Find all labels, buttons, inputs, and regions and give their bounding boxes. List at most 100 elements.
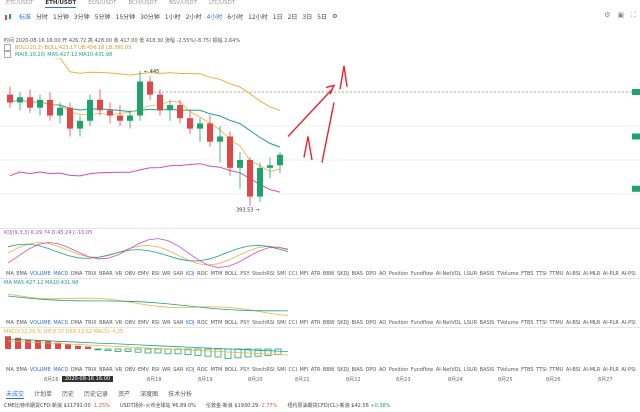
indicator-tab[interactable]: EMA bbox=[16, 367, 28, 373]
interval-standard[interactable]: 标准 bbox=[19, 14, 32, 21]
indicator-tab[interactable]: MACD bbox=[53, 320, 69, 326]
indicator-tab[interactable]: BASIS bbox=[479, 320, 495, 326]
indicator-tab[interactable]: WR bbox=[162, 367, 171, 373]
indicator-tab[interactable]: AI-NetVOL bbox=[435, 271, 462, 277]
interval-1h[interactable]: 1小时 bbox=[164, 14, 181, 21]
tab-plan-orders[interactable]: 计划单 bbox=[34, 391, 53, 398]
indicator-tab[interactable]: BOLL bbox=[224, 367, 238, 373]
indicator-tab[interactable]: TTSI bbox=[536, 271, 547, 277]
indicator-tab[interactable]: LSUR bbox=[463, 271, 478, 277]
indicator-tab[interactable]: AI-PSI bbox=[621, 367, 636, 373]
indicator-tab[interactable]: EMV bbox=[137, 320, 149, 326]
indicator-tab[interactable]: TRIX bbox=[85, 367, 97, 373]
indicator-tab[interactable]: MFI bbox=[299, 320, 309, 326]
indicator-tab[interactable]: KDJ bbox=[185, 367, 195, 373]
indicator-tab[interactable]: ROC bbox=[197, 271, 208, 277]
indicator-tab[interactable]: FTBS bbox=[521, 271, 534, 277]
legend-toggle-box[interactable] bbox=[4, 44, 11, 51]
indicator-tab[interactable]: ATR bbox=[310, 320, 321, 326]
indicator-tab[interactable]: FTBS bbox=[521, 320, 534, 326]
indicator-tab[interactable]: WR bbox=[162, 320, 171, 326]
indicator-tab[interactable]: AI-NetVOL bbox=[435, 367, 462, 373]
indicator-tab[interactable]: Fundflow bbox=[410, 271, 434, 277]
symbol-tab[interactable]: LTC/USDT bbox=[209, 0, 236, 6]
macd-chart[interactable] bbox=[0, 335, 640, 367]
indicator-tab[interactable]: StochRSI bbox=[252, 271, 275, 277]
indicator-tab[interactable]: AI-BSI bbox=[565, 367, 581, 373]
indicator-tab[interactable]: TTSI bbox=[536, 320, 547, 326]
indicator-tab[interactable]: DPO bbox=[365, 271, 377, 277]
interval-15m[interactable]: 15分钟 bbox=[115, 14, 136, 21]
indicator-tab[interactable]: MTM bbox=[210, 367, 223, 373]
indicator-tab[interactable]: AO bbox=[378, 367, 387, 373]
indicator-tab[interactable]: BBW bbox=[322, 320, 335, 326]
symbol-tab[interactable]: ETC/USDT bbox=[6, 0, 34, 6]
indicator-tab[interactable]: BRAR bbox=[99, 271, 113, 277]
legend-toggle-box[interactable] bbox=[4, 51, 11, 58]
indicator-tab[interactable]: TRIX bbox=[85, 320, 97, 326]
tab-technical[interactable]: 技术分析 bbox=[168, 391, 193, 398]
indicator-tab[interactable]: VOLUME bbox=[29, 367, 51, 373]
indicator-tab[interactable]: TTMU bbox=[549, 320, 564, 326]
interval-3m[interactable]: 3分钟 bbox=[73, 14, 90, 21]
indicator-tab[interactable]: SAR bbox=[173, 320, 184, 326]
indicator-tab[interactable]: EMA bbox=[16, 271, 28, 277]
indicator-tab[interactable]: AI-BSI bbox=[565, 320, 581, 326]
indicator-tab[interactable]: SKDJ bbox=[337, 271, 349, 277]
indicator-tab[interactable]: SMI bbox=[276, 271, 286, 277]
indicator-tab[interactable]: RSI bbox=[151, 320, 160, 326]
indicator-tab[interactable]: MA bbox=[6, 320, 14, 326]
tab-assets[interactable]: 资产 bbox=[118, 391, 131, 398]
indicator-tab[interactable]: MACD bbox=[53, 271, 69, 277]
indicator-tab[interactable]: BRAR bbox=[99, 320, 113, 326]
indicator-tab[interactable]: VOLUME bbox=[29, 271, 51, 277]
tab-depth[interactable]: 深度图 bbox=[140, 391, 159, 398]
settings-icon[interactable]: ⚙ bbox=[604, 11, 611, 19]
indicator-tab[interactable]: AI-PSI bbox=[621, 271, 636, 277]
indicator-tab[interactable]: BBW bbox=[322, 367, 335, 373]
indicator-tab[interactable]: BIAS bbox=[351, 367, 363, 373]
indicator-tab[interactable]: ATR bbox=[310, 271, 321, 277]
indicator-tab[interactable]: TTMU bbox=[549, 367, 564, 373]
indicator-tab[interactable]: OBV bbox=[124, 271, 136, 277]
indicator-tab[interactable]: AI-MLR bbox=[583, 271, 601, 277]
indicator-tab[interactable]: DMA bbox=[70, 320, 83, 326]
indicator-tab[interactable]: StochRSI bbox=[252, 320, 275, 326]
indicator-tab[interactable]: EMV bbox=[137, 271, 149, 277]
indicator-tab[interactable]: BOLL bbox=[224, 271, 238, 277]
indicator-tab[interactable]: VOLUME bbox=[29, 320, 51, 326]
indicator-tab[interactable]: Fundflow bbox=[410, 367, 434, 373]
indicator-tab[interactable]: DPO bbox=[365, 367, 377, 373]
indicator-tab[interactable]: MFI bbox=[299, 271, 309, 277]
indicator-tab[interactable]: TVolume bbox=[496, 367, 519, 373]
indicator-tab[interactable]: CCI bbox=[288, 271, 297, 277]
indicator-tab[interactable]: Position bbox=[388, 271, 409, 277]
indicator-tab[interactable]: Fundflow bbox=[410, 320, 434, 326]
tab-open-orders[interactable]: 未成交 bbox=[6, 391, 25, 399]
indicator-tab[interactable]: LSUR bbox=[463, 367, 478, 373]
indicator-tab[interactable]: WR bbox=[162, 271, 171, 277]
symbol-tab[interactable]: BCH/USDT bbox=[128, 0, 158, 6]
indicator-tab[interactable]: TRIX bbox=[85, 271, 97, 277]
indicator-tab[interactable]: RSI bbox=[151, 367, 160, 373]
indicator-tab[interactable]: AI-NetVOL bbox=[435, 320, 462, 326]
indicator-tab[interactable]: AO bbox=[378, 320, 387, 326]
indicator-tab[interactable]: OBV bbox=[124, 320, 136, 326]
indicator-tab[interactable]: ATR bbox=[310, 367, 321, 373]
indicator-tab[interactable]: MA bbox=[6, 271, 14, 277]
indicator-tab[interactable]: TVolume bbox=[496, 271, 519, 277]
indicator-tab[interactable]: SKDJ bbox=[337, 367, 349, 373]
indicator-tab[interactable]: EMA bbox=[16, 320, 28, 326]
indicator-tab[interactable]: CCI bbox=[288, 320, 297, 326]
indicator-tab[interactable]: AI-PLR bbox=[602, 320, 619, 326]
indicator-tab[interactable]: AI-BSI bbox=[565, 271, 581, 277]
interval-2d[interactable]: 2日 bbox=[287, 14, 298, 21]
indicator-tab[interactable]: AI-PLR bbox=[602, 271, 619, 277]
interval-12h[interactable]: 12小时 bbox=[248, 14, 268, 21]
indicator-icon[interactable]: ⚙ bbox=[332, 13, 338, 20]
indicator-tab[interactable]: StochRSI bbox=[252, 367, 275, 373]
indicator-tab[interactable]: MA bbox=[6, 367, 14, 373]
interval-4h[interactable]: 4小时 bbox=[206, 14, 223, 21]
indicator-tab[interactable]: SMI bbox=[276, 367, 286, 373]
ticker-item[interactable]: 纽约原油期货CFD(CL)-新浪 $42.56 +0.38% bbox=[287, 403, 391, 409]
